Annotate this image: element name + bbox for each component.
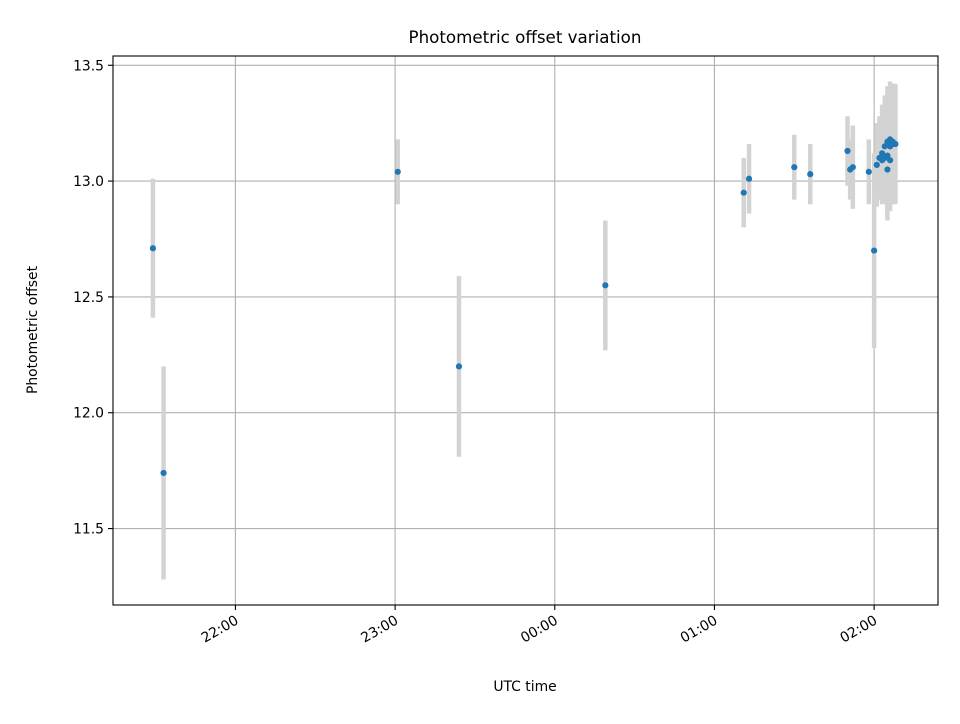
data-point [160,469,167,477]
point-layer [149,136,899,477]
y-tick-label: 12.5 [73,290,104,306]
data-point [149,245,157,252]
data-point [892,140,899,148]
data-point [884,166,891,173]
data-point [881,143,888,150]
data-point [886,157,894,164]
y-tick-label: 13.5 [73,58,104,74]
y-axis-label: Photometric offset [25,265,41,394]
data-point [849,164,856,171]
data-point [807,171,814,178]
data-point [879,150,886,157]
y-tick-label: 13.0 [73,174,104,190]
y-tick-label: 12.0 [73,406,104,422]
data-point [455,363,463,370]
data-point [871,247,878,254]
y-tick-label: 11.5 [73,522,104,538]
data-point [791,164,798,171]
chart-title: Photometric offset variation [409,27,642,47]
data-point [873,161,880,168]
data-point [844,147,851,155]
data-point [865,168,872,175]
data-point [394,168,401,175]
data-point [740,189,747,196]
data-point [884,152,891,159]
x-axis-label: UTC time [493,679,556,695]
plot-frame [112,55,939,606]
data-point [602,282,609,289]
data-point [745,175,753,182]
